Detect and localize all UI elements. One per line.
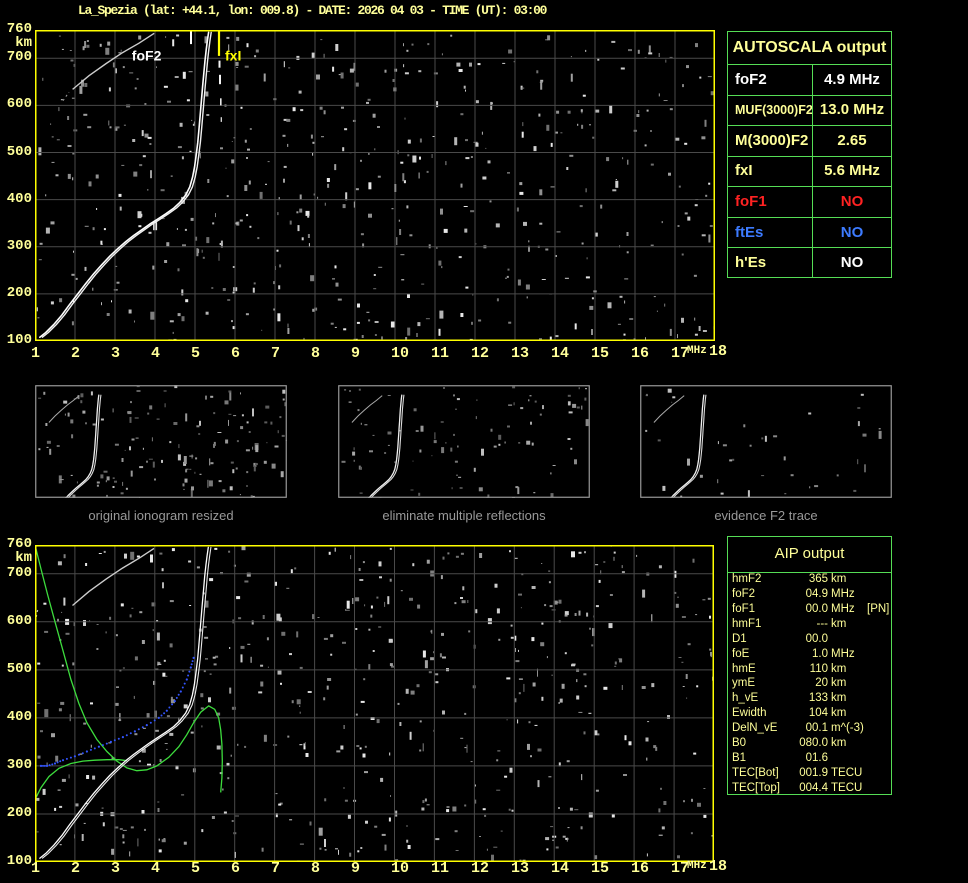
svg-text:fxI: fxI xyxy=(225,48,241,64)
svg-text:foF2: foF2 xyxy=(132,48,162,64)
